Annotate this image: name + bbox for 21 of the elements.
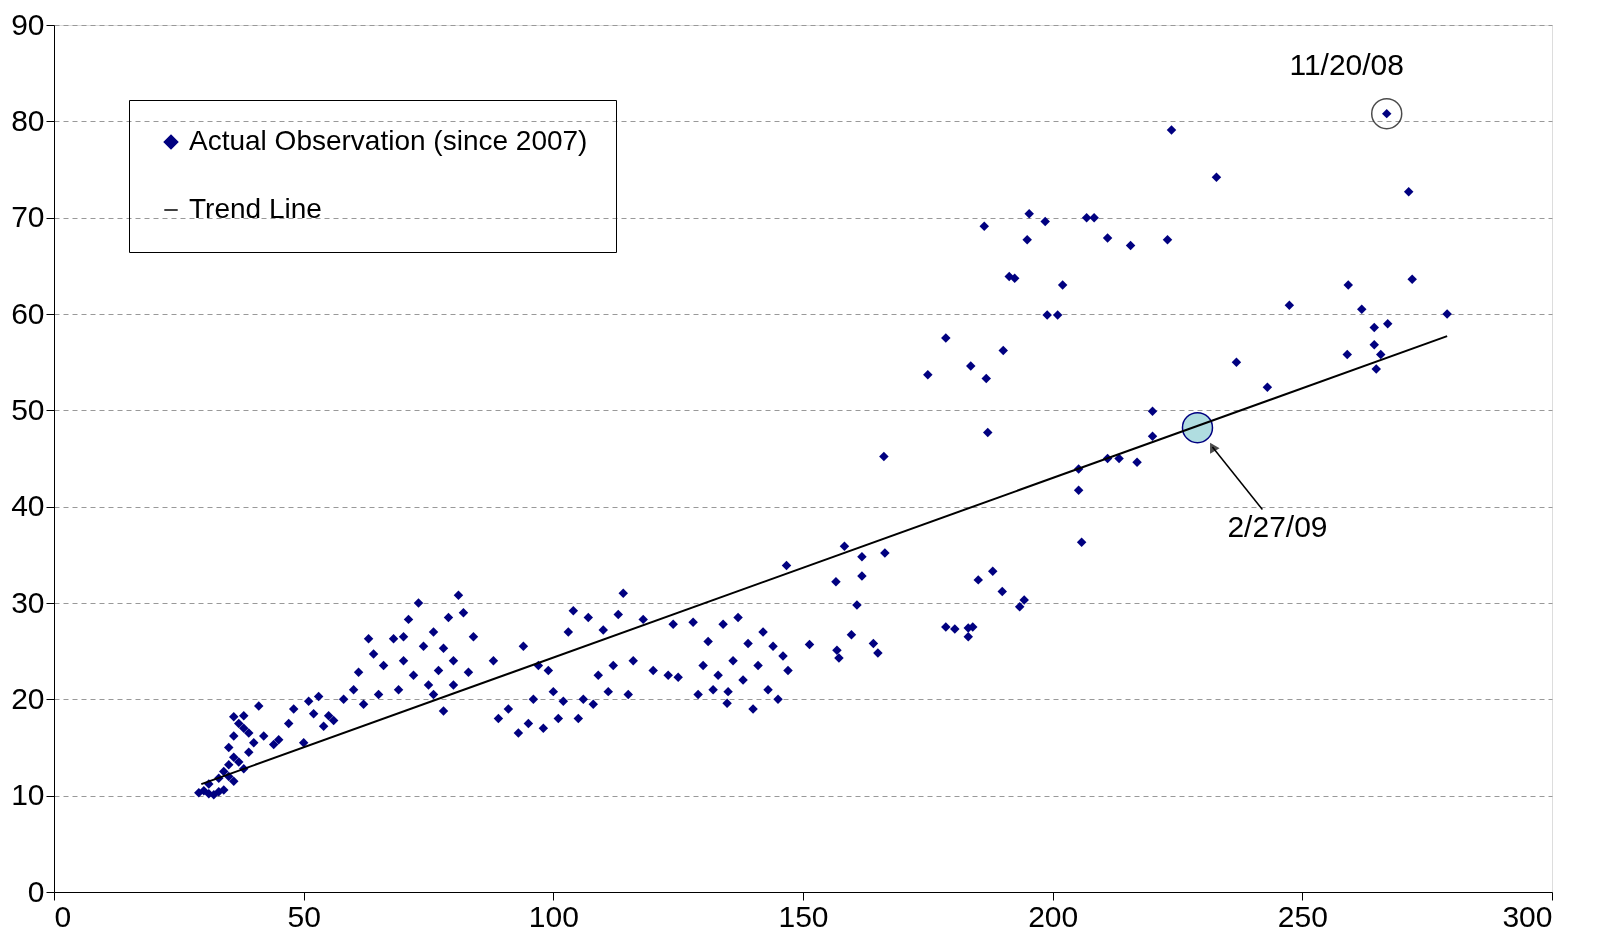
annotation: 11/20/08: [1289, 47, 1404, 81]
y-tick-label: 20: [11, 681, 45, 715]
y-tick-label: 40: [11, 489, 45, 523]
legend-label: Trend Line: [189, 193, 322, 224]
legend-label: Actual Observation (since 2007): [189, 125, 588, 156]
y-tick-label: 0: [27, 874, 45, 908]
x-tick-label: 50: [287, 899, 321, 933]
x-tick-label: 200: [1028, 899, 1079, 933]
y-tick-label: 10: [11, 778, 45, 812]
y-tick-label: 80: [11, 103, 45, 137]
x-tick-label: 250: [1277, 899, 1328, 933]
x-tick-label: 150: [778, 899, 829, 933]
y-tick-label: 50: [11, 392, 45, 426]
x-tick-label: 0: [54, 899, 72, 933]
y-tick-label: 90: [11, 7, 45, 41]
x-tick-label: 300: [1502, 899, 1553, 933]
y-tick-label: 60: [11, 296, 45, 330]
annotation: 2/27/09: [1227, 509, 1328, 543]
x-tick-label: 100: [528, 899, 579, 933]
y-tick-label: 30: [11, 585, 45, 619]
y-tick-label: 70: [11, 200, 45, 234]
